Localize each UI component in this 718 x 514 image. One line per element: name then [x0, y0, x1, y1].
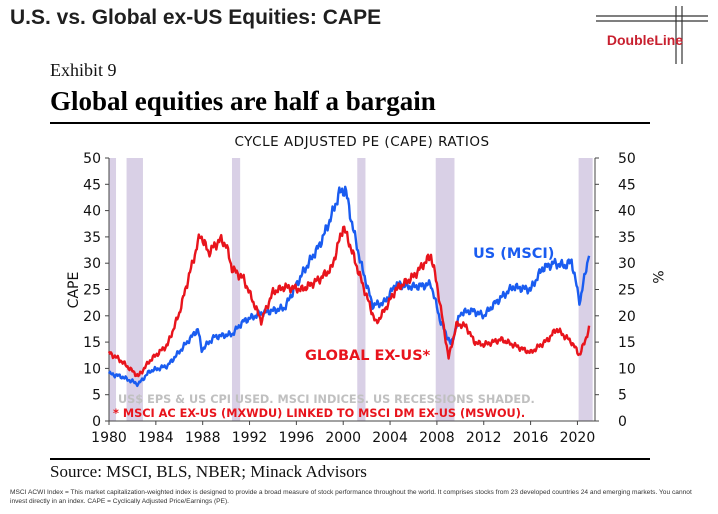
y2-tick-label: 30 [618, 256, 636, 272]
logo-lines [596, 6, 708, 64]
y-tick-label: 10 [83, 361, 101, 377]
recession-band-5 [578, 158, 593, 421]
y-tick-label: 50 [83, 151, 101, 167]
source-note: Source: MSCI, BLS, NBER; Minack Advisors [50, 462, 367, 481]
footnote: MSCI ACWI Index = This market capitaliza… [10, 489, 692, 505]
x-tick-label: 2020 [560, 430, 596, 446]
x-tick-label: 2008 [419, 430, 455, 446]
y2-tick-label: 0 [618, 414, 627, 430]
exhibit-label: Exhibit 9 [50, 60, 117, 80]
series-lines [107, 185, 591, 388]
annotation-index-note: * MSCI AC EX-US (MXWDU) LINKED TO MSCI D… [113, 407, 525, 420]
series-line-global-ex-us [107, 225, 591, 378]
y2-tick-label: 35 [618, 230, 636, 246]
global-series-label: GLOBAL EX-US* [305, 348, 431, 364]
y-tick-label: 20 [83, 309, 101, 325]
slide-title: U.S. vs. Global ex-US Equities: CAPE [10, 6, 382, 29]
x-tick-label: 1996 [279, 430, 315, 446]
annotation-methodology: US$ EPS & US CPI USED. MSCI INDICES. US … [118, 393, 535, 406]
recession-band-2 [231, 158, 241, 421]
y-tick-label: 40 [83, 204, 101, 220]
y-tick-label: 30 [83, 256, 101, 272]
y2-tick-label: 45 [618, 177, 636, 193]
y2-tick-label: 5 [618, 388, 627, 404]
x-tick-label: 1992 [232, 430, 268, 446]
series-line-us [107, 185, 591, 388]
recession-band-3 [357, 158, 366, 421]
y-tick-label: 35 [83, 230, 101, 246]
y2-tick-label: 20 [618, 309, 636, 325]
y-tick-label: 45 [83, 177, 101, 193]
bottom-rule [50, 458, 650, 460]
recession-band-1 [126, 158, 143, 421]
x-tick-label: 2004 [372, 430, 408, 446]
chart-title: CYCLE ADJUSTED PE (CAPE) RATIOS [234, 134, 489, 150]
logo-text: DoubleLine [606, 32, 684, 48]
recession-band-0 [109, 158, 117, 421]
y-tick-label: 0 [92, 414, 101, 430]
x-tick-label: 2016 [513, 430, 549, 446]
y2-tick-label: 40 [618, 204, 636, 220]
x-tick-label: 1988 [185, 430, 221, 446]
x-tick-label: 1984 [138, 430, 174, 446]
y2-tick-label: 25 [618, 283, 636, 299]
top-rule [50, 122, 650, 124]
x-tick-label: 2000 [325, 430, 361, 446]
y2-axis-label: % [649, 270, 665, 283]
y-tick-label: 25 [83, 283, 101, 299]
headline: Global equities are half a bargain [50, 86, 436, 116]
y2-tick-label: 15 [618, 335, 636, 351]
doubleline-logo [596, 6, 708, 64]
y-axis-label: CAPE [66, 272, 82, 309]
x-tick-label: 2012 [466, 430, 502, 446]
y2-tick-label: 10 [618, 361, 636, 377]
y-tick-label: 5 [92, 388, 101, 404]
x-tick-label: 1980 [91, 430, 127, 446]
y2-tick-label: 50 [618, 151, 636, 167]
y-tick-label: 15 [83, 335, 101, 351]
axes: 0 5 10 15 20 25 30 35 40 45 50 0 5 10 15 20 25 30 35 40 45 50… [83, 151, 636, 446]
us-series-label: US (MSCI) [473, 246, 554, 262]
